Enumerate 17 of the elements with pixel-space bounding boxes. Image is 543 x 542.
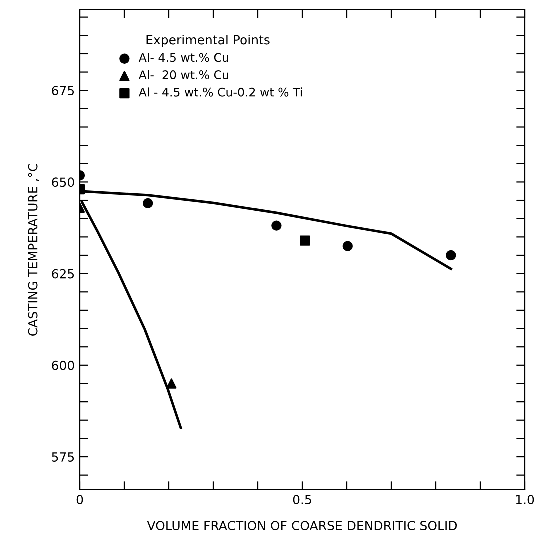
- legend-title: Experimental Points: [146, 35, 270, 48]
- y-axis-title: CASTING TEMPERATURE ,°C: [28, 164, 40, 336]
- x-axis-title: VOLUME FRACTION OF COARSE DENDRITIC SOLID: [147, 521, 458, 531]
- y-tick-label: 675: [52, 86, 74, 96]
- point: [272, 220, 282, 231]
- y-tick-label: 625: [52, 269, 74, 279]
- y-tick-label: 600: [52, 360, 74, 370]
- point: [446, 250, 456, 261]
- y-tick-label: 575: [52, 452, 74, 462]
- x-tick-label: 0.5: [293, 495, 312, 505]
- legend-label: Al- 20 wt.% Cu: [138, 70, 228, 80]
- y-tick-label: 650: [52, 178, 74, 188]
- x-tick-label: 0: [76, 495, 84, 505]
- x-tick-label: 1.0: [516, 495, 534, 505]
- legend-label: Al- 4.5 wt.% Cu: [138, 53, 228, 62]
- point: [342, 241, 353, 252]
- legend-label: Al - 4.5 wt.% Cu-0.2 wt % Ti: [138, 88, 302, 97]
